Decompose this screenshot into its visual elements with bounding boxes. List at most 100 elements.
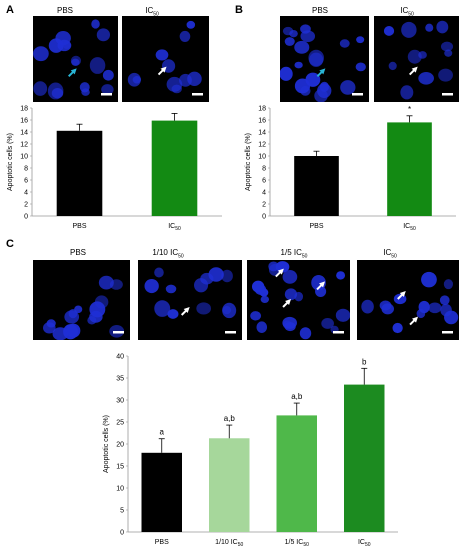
scale-bar xyxy=(352,93,363,96)
y-tick-label: 18 xyxy=(20,106,28,113)
cell-nucleus xyxy=(42,322,56,334)
cell-nucleus xyxy=(305,72,321,87)
cell-nucleus xyxy=(284,37,295,46)
bar xyxy=(56,130,103,216)
cell-nucleus xyxy=(179,30,191,42)
cell-nucleus xyxy=(254,284,267,295)
cell-nucleus xyxy=(196,302,212,315)
y-tick-label: 6 xyxy=(262,178,266,185)
y-axis-label: Apoptotic cells (%) xyxy=(7,133,14,191)
bar-chart-c: 0 5 10 15 20 25 30 35 40 Apoptotic cells (%) a PBS a… xyxy=(103,354,398,548)
image-label-c-fifth: 1/5 IC50 xyxy=(280,248,308,260)
x-tick-label: IC50 xyxy=(168,223,181,232)
micrograph-c-tenth xyxy=(138,260,242,340)
cell-nucleus xyxy=(33,46,49,62)
cell-nucleus xyxy=(335,308,350,322)
cell-nucleus xyxy=(355,62,366,72)
cell-nucleus xyxy=(336,271,346,280)
cell-nucleus xyxy=(339,39,350,48)
cell-nucleus xyxy=(71,58,80,66)
cell-nucleus xyxy=(102,69,114,81)
cell-nucleus xyxy=(294,61,303,69)
y-axis-label: Apoptotic cells (%) xyxy=(245,133,252,191)
cell-nucleus xyxy=(321,318,334,329)
arrow-icon xyxy=(397,291,406,300)
cell-nucleus xyxy=(383,26,395,36)
bar xyxy=(294,156,339,216)
cell-nucleus xyxy=(260,295,270,303)
image-label-b-pbs: PBS xyxy=(311,6,328,15)
significance-label: a xyxy=(160,428,165,437)
panel-letter-b: B xyxy=(235,4,243,16)
bar xyxy=(387,122,432,216)
y-tick-label: 35 xyxy=(116,376,124,383)
y-tick-label: 20 xyxy=(116,442,124,449)
cell-nucleus xyxy=(311,274,326,291)
scale-bar xyxy=(333,331,344,334)
cell-nucleus xyxy=(52,327,69,340)
cell-nucleus xyxy=(280,66,293,81)
y-tick-label: 5 xyxy=(120,508,124,515)
significance-label: a,b xyxy=(224,414,236,423)
arrow-icon xyxy=(282,299,292,308)
cell-nucleus xyxy=(400,85,414,100)
cell-nucleus xyxy=(186,20,196,29)
y-tick-label: 4 xyxy=(262,190,266,197)
cell-nucleus xyxy=(94,295,109,309)
x-tick-label: 1/5 IC50 xyxy=(285,539,309,548)
scale-bar xyxy=(442,331,453,334)
micrograph-b-pbs xyxy=(280,16,369,102)
cell-nucleus xyxy=(284,288,298,301)
cell-nucleus xyxy=(418,51,427,59)
cell-nucleus xyxy=(62,41,71,50)
cell-nucleus xyxy=(282,270,298,284)
arrow-icon xyxy=(180,307,190,316)
cell-nucleus xyxy=(436,20,449,34)
y-tick-label: 18 xyxy=(258,106,266,113)
y-tick-label: 8 xyxy=(24,166,28,173)
y-tick-label: 2 xyxy=(262,202,266,209)
arrow-icon xyxy=(157,66,167,76)
bar xyxy=(141,452,182,532)
cell-nucleus xyxy=(47,82,64,100)
x-tick-label: PBS xyxy=(309,223,323,230)
y-tick-label: 40 xyxy=(116,354,124,361)
arrow-icon xyxy=(67,68,77,78)
cell-nucleus xyxy=(356,36,365,44)
y-tick-label: 30 xyxy=(116,398,124,405)
micrograph-b-ic50 xyxy=(374,16,459,102)
cell-nucleus xyxy=(443,279,454,290)
cell-nucleus xyxy=(154,267,164,278)
y-tick-label: 8 xyxy=(262,166,266,173)
cell-nucleus xyxy=(154,300,171,317)
cell-nucleus xyxy=(91,19,100,29)
cell-nucleus xyxy=(89,57,106,74)
micrograph-c-pbs xyxy=(33,260,130,340)
cell-nucleus xyxy=(166,76,183,92)
y-tick-label: 0 xyxy=(262,214,266,221)
cell-nucleus xyxy=(388,61,397,71)
micrograph-c-fifth xyxy=(247,260,350,340)
cell-nucleus xyxy=(256,321,268,333)
cell-nucleus xyxy=(282,26,294,36)
cell-nucleus xyxy=(250,311,262,321)
micrograph-a-pbs xyxy=(33,16,118,102)
cell-nucleus xyxy=(294,291,304,302)
y-tick-label: 12 xyxy=(20,142,28,149)
bar xyxy=(344,384,385,532)
cell-nucleus xyxy=(300,24,311,34)
micrograph-a-ic50 xyxy=(122,16,209,102)
cell-nucleus xyxy=(155,49,169,61)
x-tick-label: IC50 xyxy=(358,539,371,548)
cell-nucleus xyxy=(268,261,279,272)
y-tick-label: 12 xyxy=(258,142,266,149)
y-tick-label: 4 xyxy=(24,190,28,197)
cell-nucleus xyxy=(282,320,292,329)
significance-label: b xyxy=(362,357,367,366)
significance-label: a,b xyxy=(291,392,303,401)
y-tick-label: 14 xyxy=(20,130,28,137)
arrow-icon xyxy=(409,316,419,326)
cell-nucleus xyxy=(200,272,214,285)
arrow-icon xyxy=(316,68,326,78)
cell-nucleus xyxy=(221,269,233,283)
